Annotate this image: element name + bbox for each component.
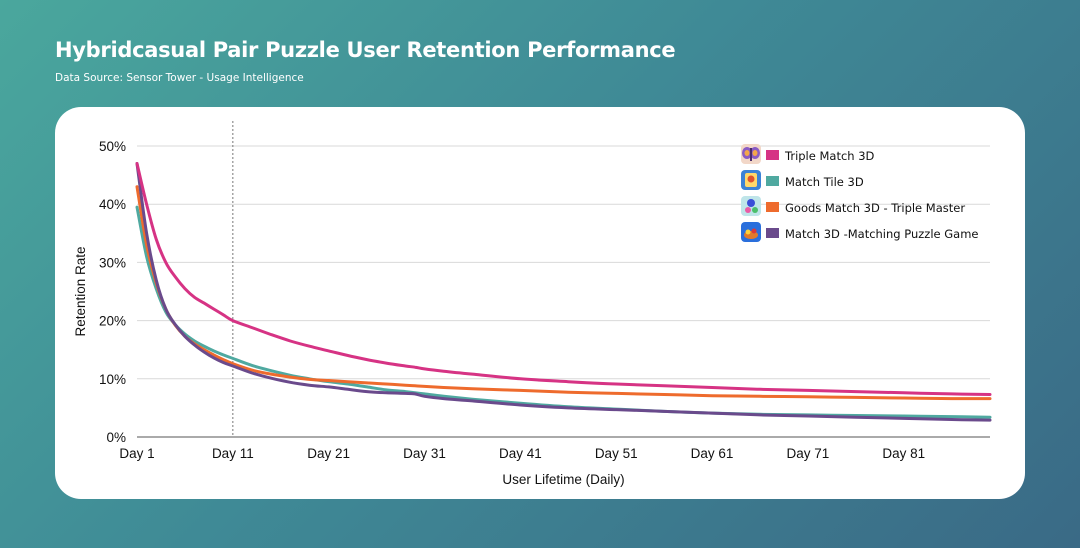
goods-app-icon [741, 196, 761, 216]
legend-item: Triple Match 3D [741, 144, 875, 164]
legend-label: Match 3D -Matching Puzzle Game [785, 227, 979, 241]
series-lines [135, 162, 992, 422]
x-tick-label: Day 51 [595, 446, 638, 461]
legend-swatch [766, 202, 779, 212]
y-tick-label: 10% [99, 372, 126, 387]
x-tick-labels: Day 1 Day 11 Day 21 Day 31 Day 41 Day 51 Day 6… [119, 446, 925, 461]
y-tick-label: 40% [99, 197, 126, 212]
y-tick-label: 50% [99, 139, 126, 154]
match3d-app-icon [741, 222, 761, 242]
x-tick-label: Day 11 [212, 446, 254, 461]
legend-swatch [766, 228, 779, 238]
legend-swatch [766, 176, 779, 186]
x-tick-label: Day 61 [691, 446, 734, 461]
butterfly-app-icon [741, 144, 761, 164]
x-axis-title: User Lifetime (Daily) [502, 472, 624, 487]
legend-label: Goods Match 3D - Triple Master [785, 201, 965, 215]
y-tick-label: 0% [106, 430, 126, 445]
x-tick-label: Day 1 [119, 446, 154, 461]
x-tick-label: Day 71 [787, 446, 830, 461]
legend-item: Goods Match 3D - Triple Master [741, 196, 965, 216]
legend-label: Triple Match 3D [784, 149, 875, 163]
x-tick-label: Day 21 [307, 446, 350, 461]
series-line [135, 185, 992, 401]
retention-line-chart: 0% 10% 20% 30% 40% 50% Day 1 Day 11 Day 21 Day 3… [73, 121, 992, 487]
legend-swatch [766, 150, 779, 160]
x-tick-label: Day 81 [882, 446, 925, 461]
legend: Triple Match 3D Match Tile 3D Goods Match … [741, 144, 979, 242]
legend-item: Match 3D -Matching Puzzle Game [741, 222, 979, 242]
chart-card: 0% 10% 20% 30% 40% 50% Day 1 Day 11 Day 21 Day 3… [55, 107, 1025, 499]
series-line [135, 162, 992, 396]
legend-item: Match Tile 3D [741, 170, 864, 190]
x-tick-label: Day 41 [499, 446, 542, 461]
y-tick-label: 30% [99, 255, 126, 270]
y-tick-labels: 0% 10% 20% 30% 40% 50% [99, 139, 126, 445]
y-axis-title: Retention Rate [73, 246, 88, 336]
data-source-subtitle: Data Source: Sensor Tower - Usage Intell… [55, 72, 304, 84]
page-title: Hybridcasual Pair Puzzle User Retention … [55, 38, 676, 62]
legend-label: Match Tile 3D [785, 175, 864, 189]
y-tick-label: 20% [99, 314, 126, 329]
tile-app-icon [741, 170, 761, 190]
x-tick-label: Day 31 [403, 446, 446, 461]
series-line [135, 162, 992, 422]
